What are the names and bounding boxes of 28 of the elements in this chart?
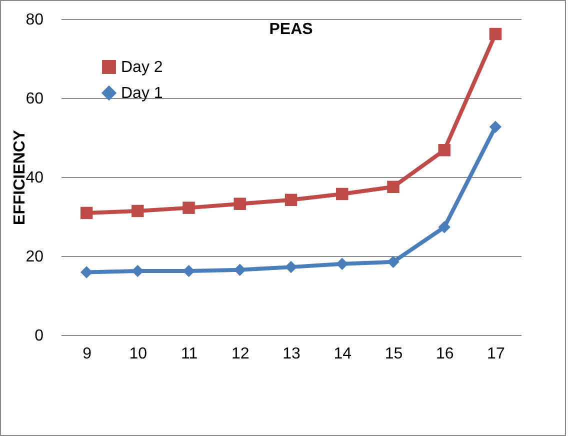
point	[80, 206, 93, 220]
point	[438, 144, 450, 156]
point	[284, 194, 298, 206]
legend-label: Day 1	[121, 85, 163, 102]
x-tick-label: 16	[436, 346, 454, 362]
x-tick-label: 17	[487, 346, 505, 362]
x-tick-label: 13	[282, 346, 300, 362]
chart-title: PEAS	[269, 21, 314, 38]
x-tick-label: 14	[334, 346, 352, 362]
point	[489, 28, 502, 40]
y-tick-label: 0	[34, 328, 44, 344]
point	[336, 188, 348, 200]
point	[489, 120, 502, 133]
legend-label: Day 2	[121, 59, 163, 76]
x-tick-label: 10	[129, 346, 148, 362]
x-tick-label: 12	[231, 346, 250, 362]
x-tick-label: 11	[180, 346, 198, 362]
point	[182, 202, 195, 214]
x-tick-label: 15	[384, 346, 403, 362]
point	[438, 221, 450, 234]
x-tick-label: 9	[82, 346, 92, 362]
y-tick-label: 20	[26, 248, 44, 266]
point	[132, 204, 144, 218]
y-tick-label: 80	[26, 12, 44, 28]
point	[387, 180, 400, 193]
y-tick-label: 60	[26, 90, 44, 108]
point	[234, 198, 246, 210]
point	[387, 256, 400, 268]
